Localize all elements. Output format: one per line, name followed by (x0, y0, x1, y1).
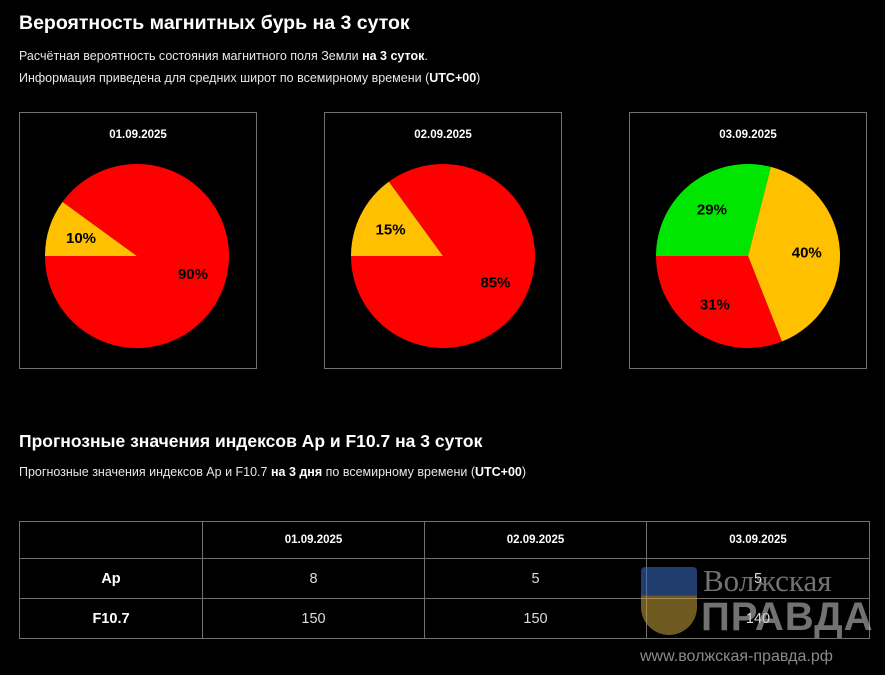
page-title: Вероятность магнитных бурь на 3 суток (19, 12, 410, 34)
table-corner-cell (19, 521, 203, 559)
description-line-2: Информация приведена для средних широт п… (19, 71, 481, 85)
watermark-logo: Волжская ПРАВДА (641, 563, 877, 639)
pie-date-label: 03.09.2025 (719, 129, 777, 141)
pie-date-label: 01.09.2025 (109, 129, 167, 141)
pie-slice-label: 15% (376, 221, 406, 238)
table-date-header: 03.09.2025 (646, 521, 870, 559)
pie-slice (351, 181, 443, 256)
watermark-site: www.волжская-правда.рф (640, 648, 833, 665)
table-date-header: 02.09.2025 (424, 521, 647, 559)
pie-slice-label: 85% (480, 275, 510, 292)
table-cell: 150 (202, 598, 425, 639)
table-cell: 5 (424, 558, 647, 599)
pie-slice (748, 166, 840, 342)
table-cell: 8 (202, 558, 425, 599)
pie-slice (45, 201, 137, 256)
emblem-icon (641, 567, 697, 635)
pie-date-label: 02.09.2025 (414, 129, 472, 141)
pie-slice (45, 164, 229, 348)
table-date-header: 01.09.2025 (202, 521, 425, 559)
pie-slice (351, 164, 535, 348)
table-cell: 150 (424, 598, 647, 639)
section-title: Прогнозные значения индексов Ap и F10.7 … (19, 431, 483, 451)
row-label: F10.7 (19, 598, 203, 639)
watermark-name-line1: Волжская (703, 563, 832, 598)
pie-chart-day3: 29% 40% 31% (656, 163, 840, 349)
table-row-ap: Ap 8 5 5 (19, 558, 870, 599)
pie-slice-label: 90% (178, 266, 208, 283)
pie-slice-label: 40% (792, 244, 822, 261)
pie-chart-day2: 15% 85% (351, 164, 535, 348)
pie-slice-label: 29% (697, 201, 727, 218)
pie-panel-day3: 03.09.2025 29% 40% 31% (629, 112, 867, 369)
pie-chart-day1: 10% 90% (45, 164, 229, 348)
table-row-f107: F10.7 150 150 140 (19, 598, 870, 639)
pie-slice (656, 256, 782, 349)
index-table: 01.09.2025 02.09.2025 03.09.2025 Ap 8 5 … (19, 521, 870, 639)
pie-panel-day2: 02.09.2025 15% 85% (324, 112, 562, 369)
watermark-name-line2: ПРАВДА (701, 595, 874, 639)
pie-slice (656, 163, 771, 256)
description-line-1: Расчётная вероятность состояния магнитно… (19, 49, 428, 63)
section-description: Прогнозные значения индексов Ap и F10.7 … (19, 465, 527, 479)
pie-slice-label: 10% (66, 230, 96, 247)
table-header-row: 01.09.2025 02.09.2025 03.09.2025 (19, 521, 870, 559)
row-label: Ap (19, 558, 203, 599)
pie-panel-day1: 01.09.2025 10% 90% (19, 112, 257, 369)
pie-slice-label: 31% (700, 297, 730, 314)
